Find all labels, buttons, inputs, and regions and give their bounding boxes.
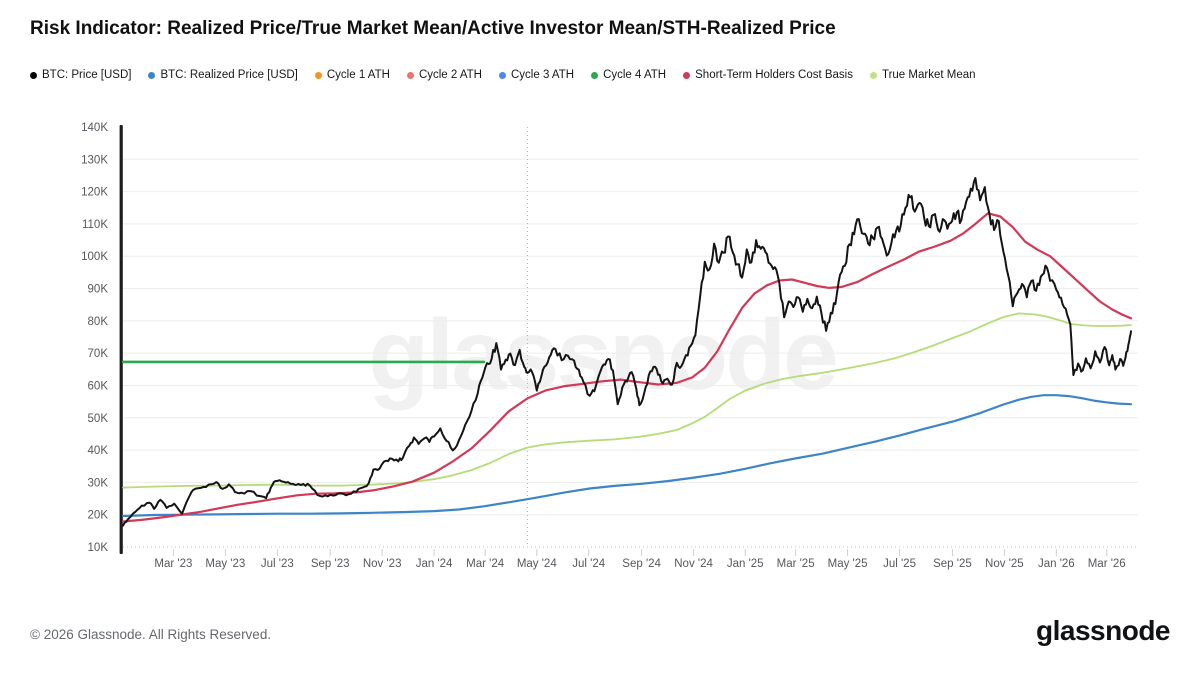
legend-dot-icon [148, 71, 156, 79]
x-axis-tick-label: Jan '26 [1038, 558, 1075, 570]
legend: BTC: Price [USD] BTC: Realized Price [USD… [30, 69, 976, 81]
copyright-text: © 2026 Glassnode. All Rights Reserved. [30, 627, 272, 642]
series-line-btc-price-usd [122, 177, 1132, 527]
y-axis-tick-label: 80K [88, 316, 109, 328]
series-line-btc-realized-price-usd [121, 394, 1133, 518]
legend-item-label: True Market Mean [881, 69, 976, 81]
x-axis-tick-label: Jul '24 [572, 558, 605, 570]
legend-item-2[interactable]: Cycle 1 ATH [314, 69, 390, 81]
x-axis-tick-label: Sep '25 [933, 558, 972, 570]
x-axis-tick-label: Sep '23 [311, 558, 350, 570]
legend-item-3[interactable]: Cycle 2 ATH [406, 69, 482, 81]
legend-item-0[interactable]: BTC: Price [USD] [30, 69, 131, 81]
x-axis-tick-label: Mar '25 [777, 558, 815, 570]
series-line-true-market-mean [122, 312, 1132, 489]
x-axis-tick-label: May '23 [205, 558, 245, 570]
series-lines [121, 177, 1133, 527]
x-axis-labels: Mar '23 May '23 Jul '23 Sep '23 Nov '23 Jan '… [154, 549, 1126, 570]
legend-dot-icon [314, 71, 322, 79]
y-axis-line [119, 125, 123, 554]
legend-item-6[interactable]: Short-Term Holders Cost Basis [683, 69, 853, 81]
legend-item-label: Cycle 2 ATH [418, 69, 482, 81]
legend-item-label: Short-Term Holders Cost Basis [695, 69, 853, 81]
legend-dot-icon [869, 71, 877, 79]
y-axis-labels: 10K 20K 30K 40K 50K 60K 70K 80K 90K 100K 110K 120K 1… [81, 122, 108, 554]
x-axis-tick-label: Mar '24 [466, 558, 505, 570]
y-axis-tick-label: 10K [88, 542, 109, 554]
y-axis-tick-label: 140K [81, 122, 108, 134]
x-axis-tick-label: Nov '23 [363, 558, 402, 570]
legend-item-label: BTC: Realized Price [USD] [160, 69, 298, 81]
legend-item-label: BTC: Price [USD] [42, 69, 132, 81]
x-axis-tick-label: Jul '23 [261, 558, 294, 570]
y-axis-tick-label: 110K [82, 219, 108, 231]
x-axis-tick-label: Jan '25 [727, 558, 764, 570]
y-axis-tick-label: 40K [88, 445, 109, 457]
glassnode-logo: glassnode [1036, 615, 1170, 646]
legend-dot-icon [30, 71, 37, 79]
legend-dot-icon [591, 71, 599, 79]
x-axis-tick-label: Mar '23 [154, 558, 192, 570]
y-axis-tick-label: 130K [81, 154, 108, 166]
legend-dot-icon [406, 71, 414, 79]
y-axis-tick-label: 70K [88, 348, 109, 360]
y-axis-tick-label: 100K [81, 251, 108, 263]
legend-item-label: Cycle 4 ATH [603, 69, 667, 81]
legend-item-5[interactable]: Cycle 4 ATH [591, 69, 666, 81]
legend-dot-icon [499, 71, 506, 79]
watermark: glassnode [368, 299, 836, 411]
x-axis-tick-label: Nov '24 [674, 558, 713, 570]
page-title: Risk Indicator: Realized Price/True Mark… [30, 18, 836, 39]
y-axis-tick-label: 120K [81, 187, 108, 199]
x-axis-tick-label: Sep '24 [622, 558, 661, 570]
x-axis-tick-label: May '24 [517, 558, 558, 570]
y-axis-tick-label: 90K [88, 284, 109, 296]
legend-item-label: Cycle 3 ATH [511, 69, 575, 81]
x-axis-tick-label: Nov '25 [985, 558, 1024, 570]
y-axis-tick-label: 60K [88, 380, 109, 392]
legend-item-4[interactable]: Cycle 3 ATH [499, 69, 574, 81]
x-axis-tick-label: Jan '24 [416, 558, 453, 570]
y-axis-tick-label: 50K [88, 413, 109, 425]
series-line-short-term-holders-cost-basis [121, 212, 1133, 523]
x-axis-tick-label: Jul '25 [883, 558, 916, 570]
legend-item-label: Cycle 1 ATH [326, 69, 390, 81]
y-axis-tick-label: 20K [88, 510, 109, 522]
legend-item-1[interactable]: BTC: Realized Price [USD] [148, 69, 298, 81]
legend-item-7[interactable]: True Market Mean [869, 69, 976, 81]
legend-dot-icon [683, 71, 691, 79]
x-axis-tick-label: May '25 [828, 558, 868, 570]
chart-plot-area[interactable] [123, 127, 1138, 547]
x-axis-tick-label: Mar '26 [1088, 558, 1126, 570]
y-axis-tick-label: 30K [88, 477, 109, 489]
